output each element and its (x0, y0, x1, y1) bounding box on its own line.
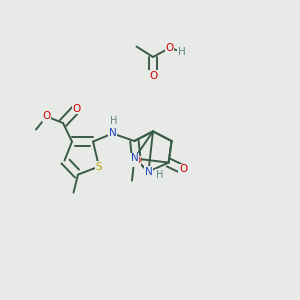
Text: H: H (178, 46, 185, 57)
Text: O: O (165, 43, 174, 53)
Text: N: N (145, 167, 152, 177)
Text: N: N (130, 153, 138, 164)
Text: S: S (96, 161, 102, 172)
Text: O: O (72, 103, 81, 114)
Text: O: O (179, 164, 187, 175)
Text: O: O (132, 156, 141, 167)
Text: H: H (156, 169, 164, 180)
Text: O: O (149, 70, 157, 81)
Text: N: N (109, 128, 116, 139)
Text: H: H (110, 116, 118, 126)
Text: O: O (42, 111, 51, 122)
